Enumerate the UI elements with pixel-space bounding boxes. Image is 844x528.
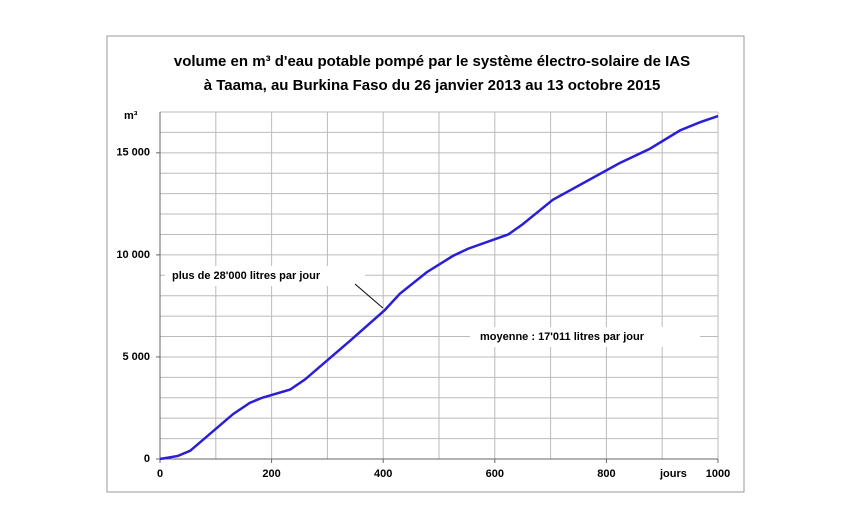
- chart-title: volume en m³ d'eau potable pompé par le …: [174, 53, 690, 70]
- y-tick-label: 10 000: [116, 249, 150, 261]
- y-tick-label: 5 000: [122, 351, 150, 363]
- y-tick-label: 15 000: [116, 147, 150, 159]
- frame: [106, 35, 745, 493]
- x-axis-label: jours: [659, 468, 687, 480]
- y-axis-label: m³: [124, 110, 138, 122]
- annotation-box: [165, 266, 365, 286]
- annotation: moyenne : 17'011 litres par jour: [480, 331, 645, 343]
- x-tick-label: 400: [374, 468, 392, 480]
- annotation-arrow: [354, 283, 384, 309]
- x-tick-label: 200: [262, 468, 280, 480]
- x-tick-label: 800: [597, 468, 615, 480]
- x-tick-label: 1000: [706, 468, 730, 480]
- x-tick-label: 600: [486, 468, 504, 480]
- y-tick-label: 0: [144, 453, 150, 465]
- annotation-box: [470, 327, 700, 347]
- chart-title: à Taama, au Burkina Faso du 26 janvier 2…: [204, 77, 661, 94]
- x-tick-label: 0: [157, 468, 163, 480]
- annotation: plus de 28'000 litres par jour: [172, 270, 321, 282]
- data-line: [159, 114, 719, 461]
